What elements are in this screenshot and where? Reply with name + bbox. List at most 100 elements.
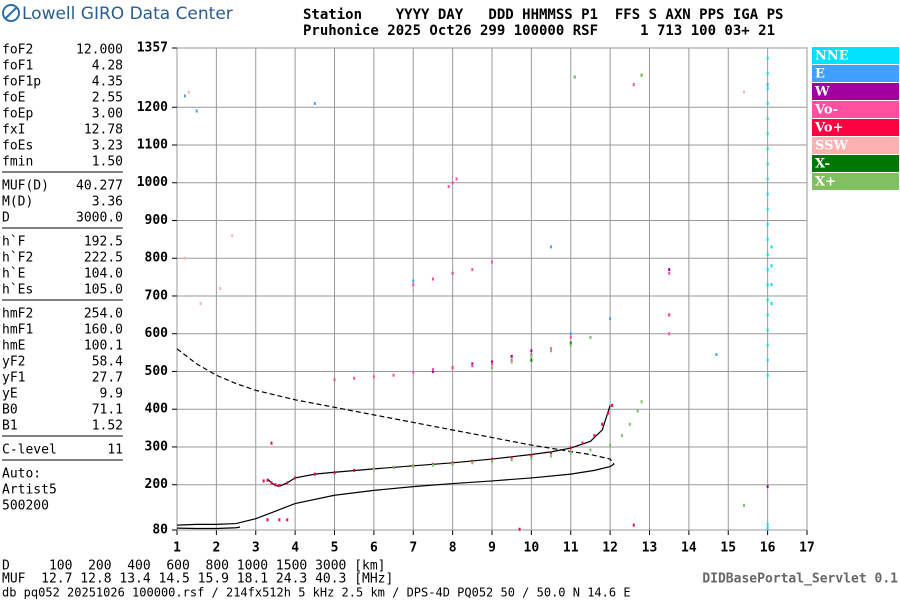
x-tick-label: 11	[563, 541, 579, 556]
echo-point	[766, 522, 769, 526]
echo-point	[550, 347, 553, 351]
echo-point	[766, 237, 769, 241]
echo-point	[668, 268, 671, 272]
echo-point	[766, 298, 769, 302]
param-value: 1.50	[92, 155, 123, 170]
echo-point	[471, 364, 474, 368]
param-label: h`F2	[2, 251, 33, 266]
param-label: fxI	[2, 123, 25, 138]
footer-muf-row: MUF 12.7 12.8 13.4 14.5 15.9 18.1 24.3 4…	[2, 572, 393, 587]
legend-swatch	[812, 173, 899, 190]
y-tick-label: 80	[152, 523, 168, 538]
param-label: MUF(D)	[2, 179, 49, 194]
echo-point	[766, 162, 769, 166]
param-value: 3.00	[92, 107, 123, 122]
echo-point	[510, 458, 513, 462]
echo-point	[447, 185, 450, 189]
echo-point	[530, 349, 533, 353]
legend-swatch	[812, 137, 899, 154]
x-tick-label: 6	[370, 541, 378, 556]
param-label: h`F	[2, 235, 26, 250]
x-tick-label: 12	[602, 541, 618, 556]
param-value: 40.277	[76, 179, 123, 194]
param-label: hmF1	[2, 323, 33, 338]
echo-point	[569, 451, 572, 455]
echo-point	[766, 343, 769, 347]
legend-label: NNE	[815, 49, 849, 64]
echo-point	[766, 222, 769, 226]
x-tick-label: 17	[799, 541, 815, 556]
param-value: 105.0	[84, 283, 123, 298]
x-tick-label: 16	[760, 541, 776, 556]
echo-point	[266, 518, 269, 522]
param-label: hmF2	[2, 307, 33, 322]
echo-point	[593, 434, 596, 438]
echo-point	[451, 181, 454, 185]
echo-point	[392, 465, 395, 469]
echo-point	[262, 479, 265, 483]
echo-point	[431, 277, 434, 281]
echo-point	[431, 369, 434, 373]
echo-point	[278, 518, 281, 522]
param-label: foF1	[2, 59, 33, 74]
echo-point	[451, 271, 454, 275]
echo-point	[770, 283, 773, 287]
y-tick-label: 200	[145, 477, 169, 492]
echo-point	[491, 366, 493, 370]
param-value: 12.78	[84, 123, 123, 138]
echo-point	[491, 360, 493, 364]
param-value: 58.4	[92, 355, 123, 370]
header-line: Pruhonice 2025 Oct26 299 100000 RSF 1 71…	[303, 23, 775, 39]
echo-point	[491, 457, 493, 461]
param-label: h`Es	[2, 283, 33, 298]
param-label: foF1p	[2, 75, 41, 90]
logo-icon	[4, 6, 18, 20]
echo-point	[766, 358, 769, 362]
auto-line: Auto:	[2, 467, 41, 482]
echo-point	[766, 207, 769, 211]
param-value: 222.5	[84, 251, 123, 266]
echo-point	[569, 336, 572, 340]
header-line: Station YYYY DAY DDD HHMMSS P1 FFS S AXN…	[303, 7, 783, 23]
echo-point	[518, 527, 521, 531]
echo-point	[451, 366, 454, 370]
param-label: foF2	[2, 43, 33, 58]
x-tick-label: 2	[212, 541, 220, 556]
echo-point	[333, 378, 336, 382]
echo-point	[286, 481, 289, 485]
param-label: yF2	[2, 355, 25, 370]
echo-point	[770, 245, 773, 249]
echo-point	[412, 283, 415, 287]
legend-swatch	[812, 101, 899, 118]
echo-point	[766, 268, 769, 272]
echo-point	[569, 446, 572, 450]
echo-point	[766, 526, 769, 530]
param-label: C-level	[2, 443, 57, 458]
auto-line: Artist5	[2, 483, 57, 498]
echo-point	[550, 349, 553, 353]
legend-swatch	[812, 83, 899, 100]
echo-point	[530, 358, 533, 362]
legend-label: X+	[815, 175, 836, 190]
echo-point	[294, 476, 297, 480]
param-value: 160.0	[84, 323, 123, 338]
echo-point	[766, 56, 769, 60]
legend-label: SSW	[815, 139, 848, 154]
echo-point	[609, 317, 612, 321]
echo-point	[743, 90, 745, 94]
echo-point	[471, 362, 474, 366]
echo-point	[491, 362, 493, 366]
param-value: 3.36	[92, 195, 123, 210]
echo-point	[372, 467, 375, 471]
echo-point	[550, 245, 553, 249]
echo-point	[510, 354, 513, 358]
model-curve	[176, 463, 615, 526]
echo-point	[550, 451, 553, 455]
param-value: 1.52	[92, 419, 123, 434]
legend-swatch	[812, 47, 899, 64]
legend-label: Vo+	[814, 121, 843, 136]
param-value: 12.000	[76, 43, 123, 58]
x-tick-label: 13	[642, 541, 658, 556]
echo-point	[183, 256, 186, 260]
